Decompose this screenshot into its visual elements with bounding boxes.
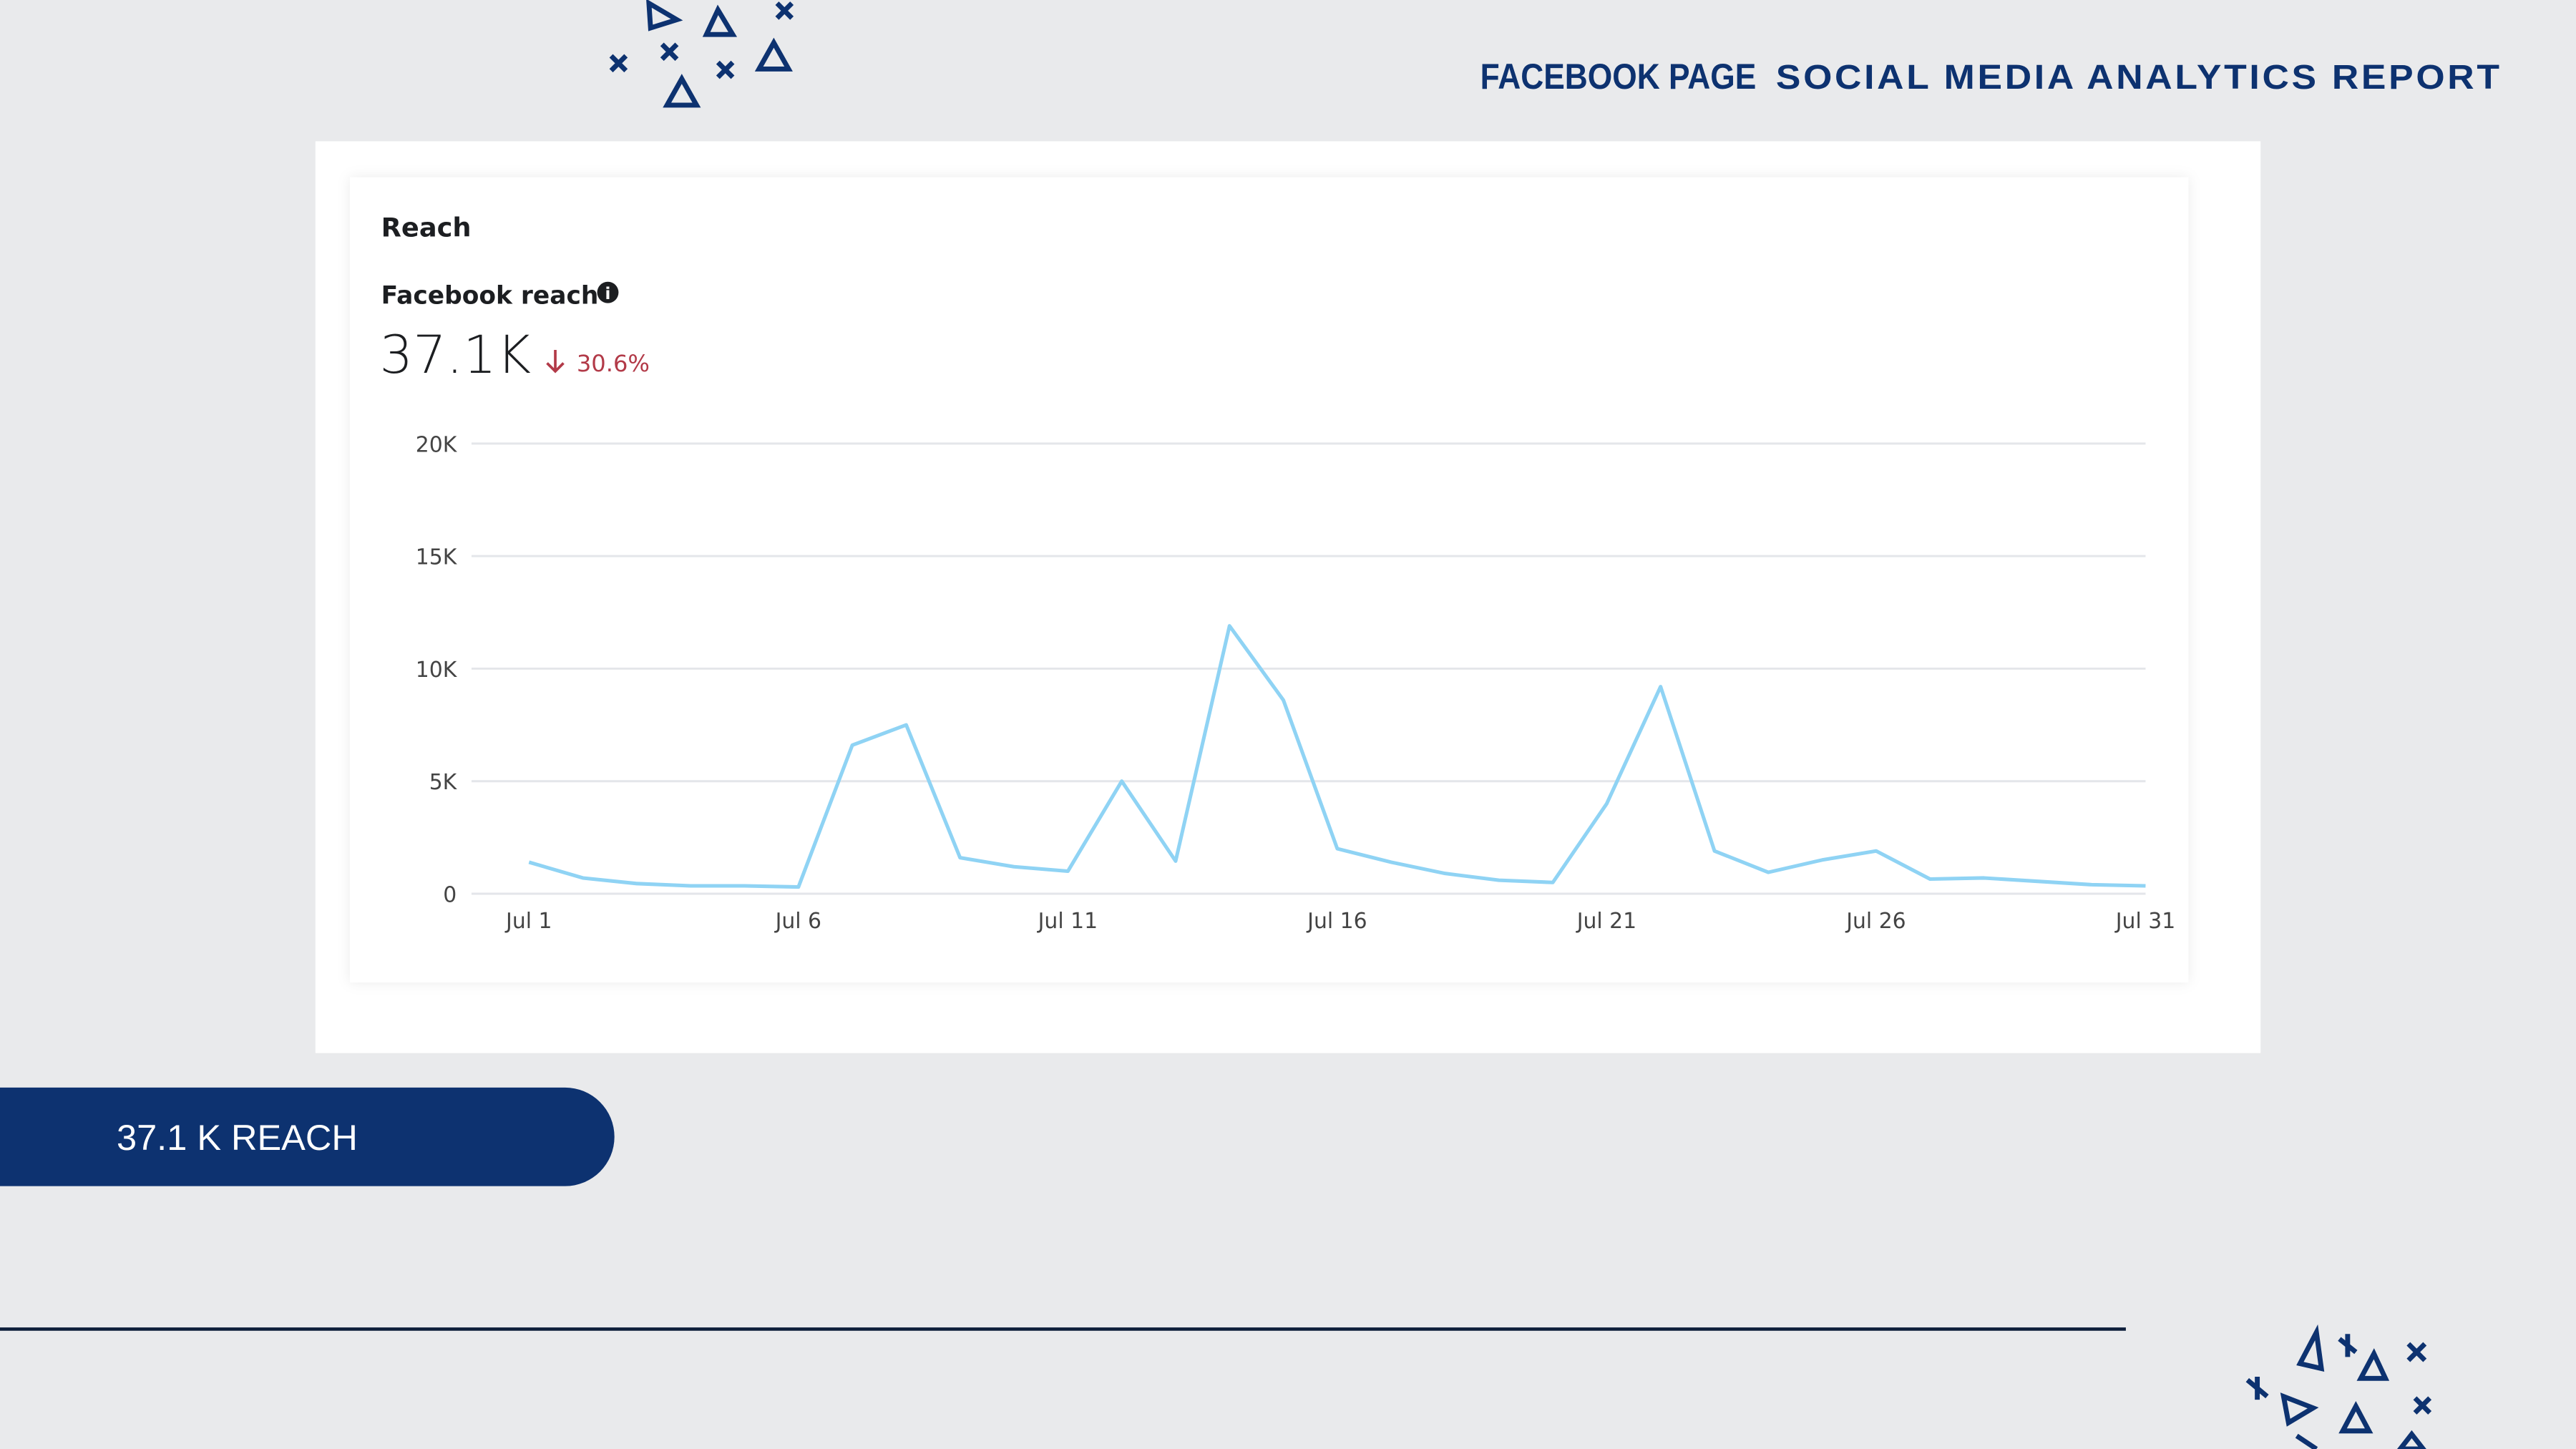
info-icon-glyph: i — [605, 285, 611, 303]
header-brand: FACEBOOK PAGE — [1480, 56, 1757, 97]
card-title: Reach — [381, 213, 472, 243]
x-tick-label: Jul 1 — [504, 909, 552, 934]
x-tick-label: Jul 31 — [2114, 909, 2175, 934]
x-tick-label: Jul 11 — [1037, 909, 1098, 934]
x-tick-label: Jul 6 — [774, 909, 821, 934]
header-title: SOCIAL MEDIA ANALYTICS REPORT — [1776, 58, 2502, 97]
x-tick-label: Jul 21 — [1576, 909, 1636, 934]
plot: 0 5K 10K 15K 20K Jul 1 Jul 6 Jul 11 Jul 16 Jul 21… — [416, 432, 2175, 934]
x-tick-label: Jul 26 — [1845, 909, 1906, 934]
decoration-bottom — [2245, 1324, 2432, 1449]
y-tick-label: 10K — [416, 658, 458, 683]
metric-total: 37.1K — [379, 325, 531, 386]
x-tick-label: Jul 16 — [1306, 909, 1367, 934]
metric-change: 30.6% — [577, 350, 650, 377]
banner-text: 37.1 K REACH — [117, 1117, 358, 1158]
y-tick-label: 5K — [429, 770, 458, 795]
down-arrow — [546, 350, 565, 374]
card — [350, 177, 2189, 982]
y-tick-label: 20K — [416, 432, 458, 457]
banner — [0, 1087, 615, 1186]
series-line — [528, 624, 2146, 889]
decoration-top — [609, 0, 794, 108]
metric-name: Facebook reach — [381, 282, 599, 311]
y-tick-label: 15K — [416, 545, 458, 570]
info-icon — [597, 281, 619, 303]
y-tick-label: 0 — [443, 882, 457, 907]
